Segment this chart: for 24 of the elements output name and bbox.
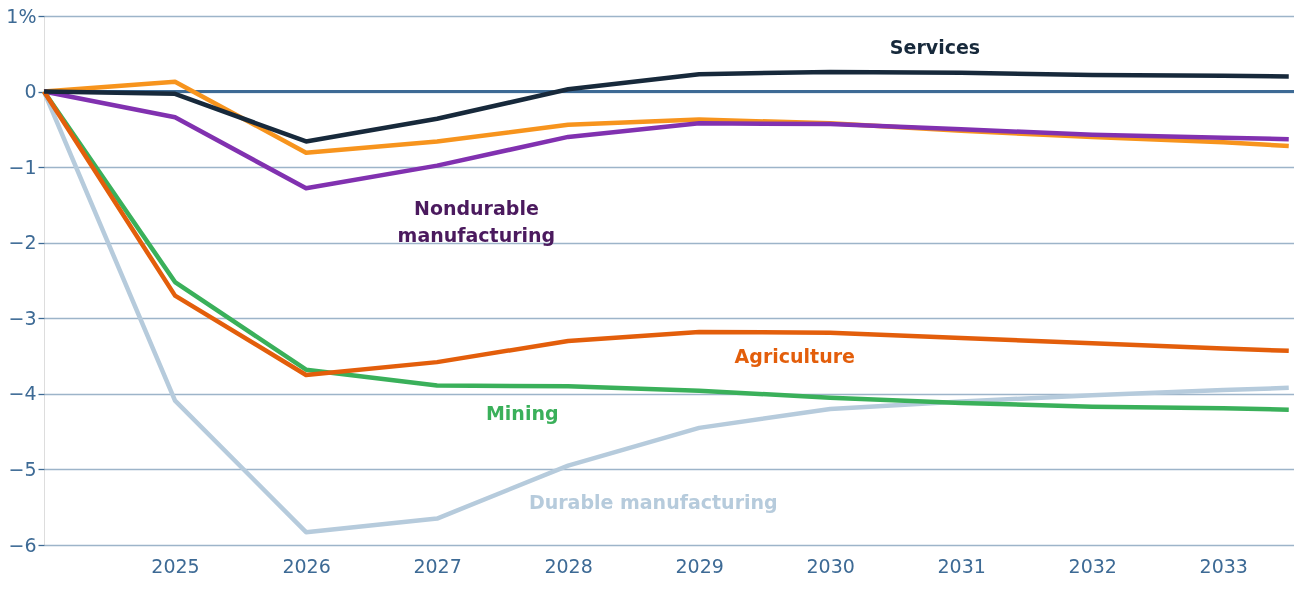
x-tick-label: 2029 — [675, 554, 724, 577]
x-tick-label: 2030 — [806, 554, 855, 577]
line-series — [41, 69, 1292, 144]
x-tick-label: 2025 — [151, 554, 200, 577]
x-tick-label: 2032 — [1068, 554, 1117, 577]
y-tick-label: −1 — [8, 155, 37, 178]
x-tick-label: 2028 — [544, 554, 593, 577]
series-label: Agriculture — [734, 344, 855, 367]
y-tick-label: −4 — [8, 382, 37, 405]
series-label: Nondurable manufacturing — [397, 196, 556, 246]
x-tick-label: 2031 — [937, 554, 986, 577]
line-series — [41, 89, 1292, 535]
y-tick-label: −3 — [8, 306, 37, 329]
series-label: Services — [889, 36, 981, 59]
series-label: Mining — [485, 401, 559, 424]
y-tick-label: −5 — [8, 457, 37, 480]
y-tick-label: 1% — [6, 4, 37, 27]
series-label: Durable manufacturing — [528, 491, 778, 514]
x-tick-label: 2026 — [282, 554, 331, 577]
y-tick-label: −2 — [8, 231, 37, 254]
y-tick-label: 0 — [24, 80, 37, 103]
x-tick-label: 2033 — [1199, 554, 1248, 577]
x-tick-label: 2027 — [413, 554, 462, 577]
y-tick-label: −6 — [8, 533, 37, 556]
